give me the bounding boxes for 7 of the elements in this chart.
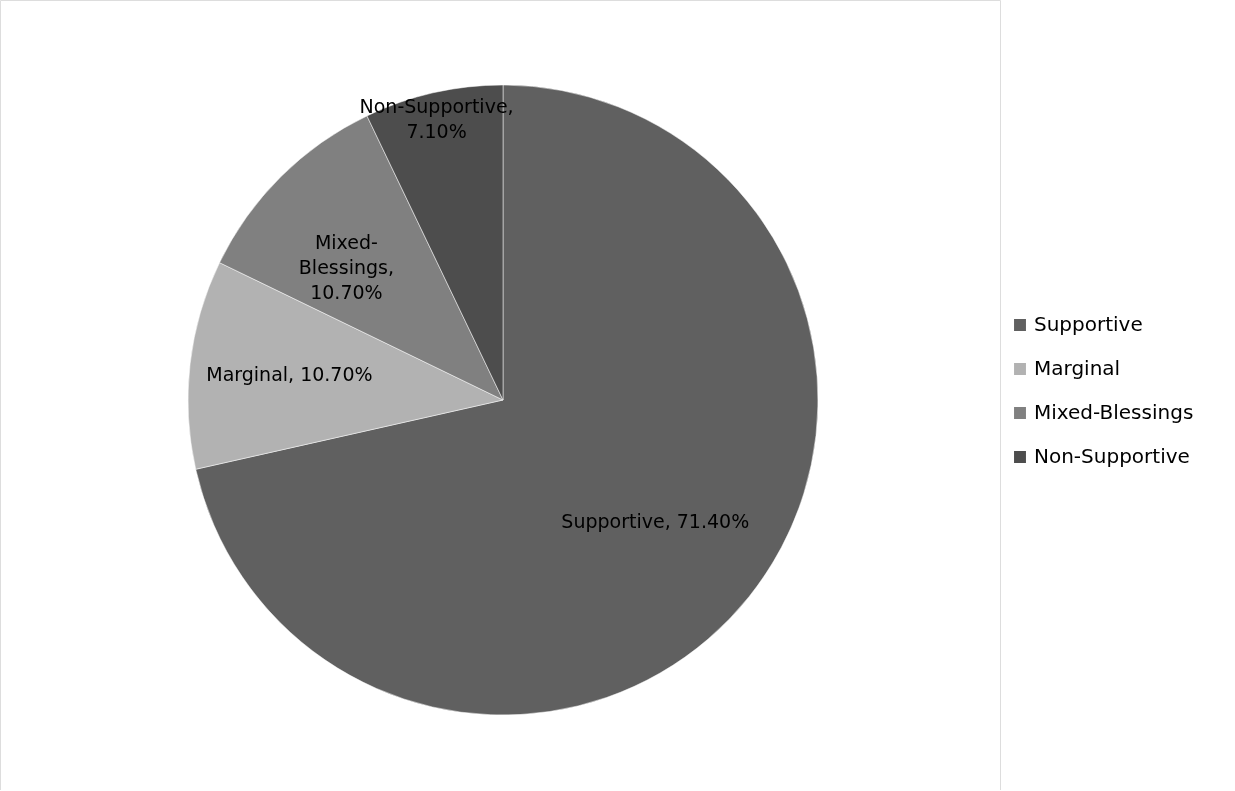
legend-label: Supportive (1034, 312, 1143, 336)
data-label: Mixed-Blessings, 10.70% (298, 230, 394, 303)
data-label: Marginal, 10.70% (206, 363, 373, 386)
data-label: Supportive, 71.40% (561, 509, 750, 532)
legend-label: Marginal (1034, 356, 1121, 380)
legend-label: Non-Supportive (1034, 444, 1190, 468)
legend-label: Mixed-Blessings (1034, 400, 1194, 424)
